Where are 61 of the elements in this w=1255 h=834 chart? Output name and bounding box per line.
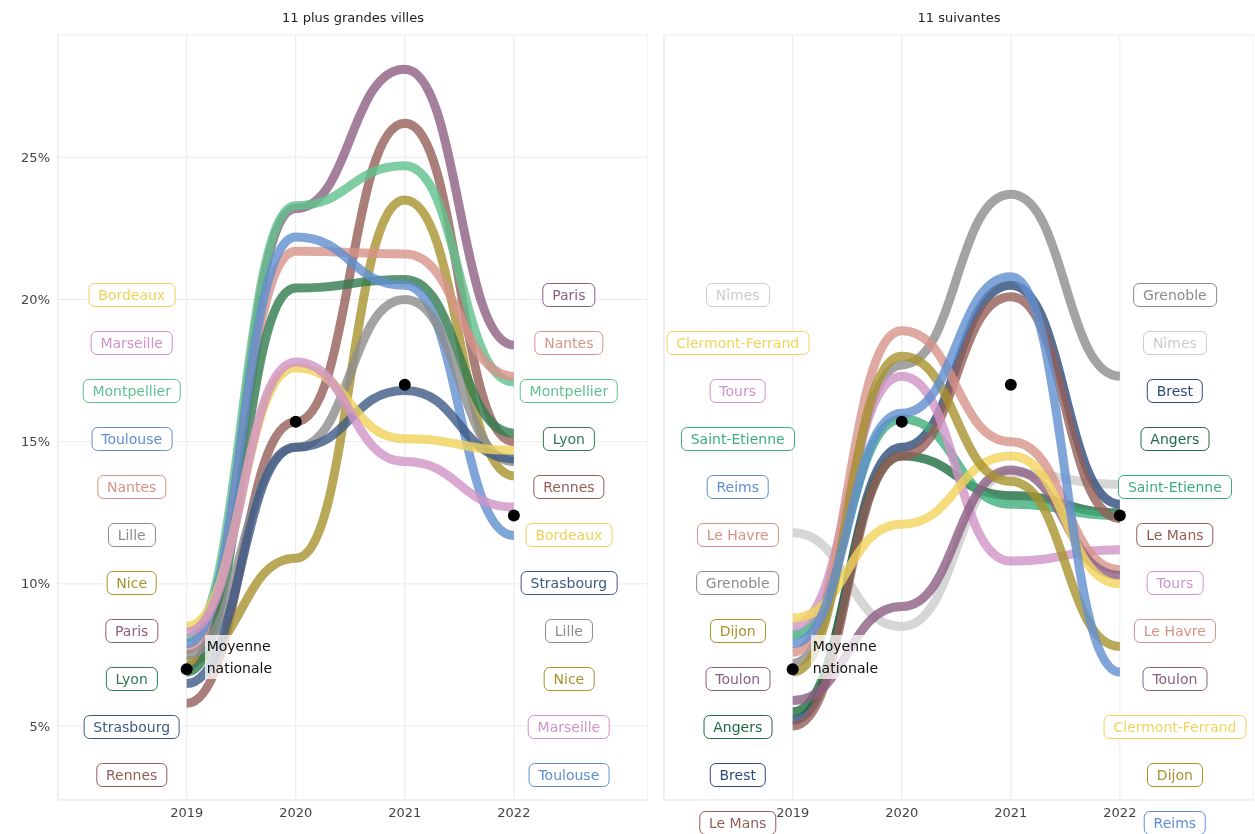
text: Grenoble [1142, 287, 1207, 304]
text: Nantes [534, 331, 604, 356]
text: Montpellier [92, 383, 171, 400]
text: Le Havre [1133, 618, 1216, 643]
text: Rennes [533, 474, 605, 499]
y-tick-label: 15% [21, 434, 50, 450]
text: Tours [1146, 570, 1204, 595]
text: Strasbourg [83, 714, 181, 739]
text: Lille [554, 622, 583, 639]
text: Le Mans [708, 814, 767, 831]
text: Dijon [1156, 766, 1193, 783]
series-label: Le Mans [1136, 522, 1214, 547]
text: Saint-Etienne [690, 430, 785, 447]
text: Marseille [90, 331, 173, 356]
text: Angers [703, 714, 773, 739]
chart-title: 11 plus grandes villes [281, 9, 425, 27]
series-label: Moyenne nationale [810, 635, 895, 680]
y-tick-label: 20% [21, 292, 50, 308]
x-tick-label: 2021 [388, 805, 422, 821]
text: Grenoble [695, 570, 780, 595]
x-tick-label: 2020 [279, 805, 313, 821]
y-tick-label: 5% [29, 718, 50, 734]
text: Bordeaux [525, 522, 613, 547]
text: Tours [719, 383, 757, 400]
text: Lyon [105, 666, 158, 691]
text: Strasbourg [530, 574, 608, 591]
text: Nice [553, 670, 585, 687]
text: Nice [106, 570, 158, 595]
x-tick-label: 2019 [170, 805, 204, 821]
x-tick-label: 2020 [885, 805, 919, 821]
text: Toulon [1152, 670, 1198, 687]
x-tick-label: 2021 [994, 805, 1028, 821]
x-tick-label: 2022 [497, 805, 531, 821]
text: Brest [709, 762, 766, 787]
text: Toulouse [91, 426, 173, 451]
y-tick-label: 10% [21, 576, 50, 592]
text: Paris [105, 618, 159, 643]
x-tick-label: 2019 [776, 805, 810, 821]
text: Brest [1156, 383, 1194, 400]
series-label: Montpellier [519, 379, 619, 404]
text: Bordeaux [98, 287, 166, 304]
text: Clermont-Ferrand [1103, 714, 1247, 739]
y-tick-label: 25% [21, 149, 50, 165]
text: Lyon [552, 430, 585, 447]
text: Toulon [705, 666, 771, 691]
chart-title: 11 suivantes [916, 9, 1002, 27]
text: Clermont-Ferrand [676, 335, 800, 352]
text: Reims [1153, 814, 1197, 831]
text: Dijon [709, 618, 766, 643]
text: Paris [552, 287, 586, 304]
text: Toulouse [538, 766, 600, 783]
text: Le Havre [706, 526, 769, 543]
text: Marseille [537, 718, 601, 735]
series-label: Saint-Etienne [1117, 474, 1232, 499]
series-label: Moyenne nationale [204, 635, 289, 680]
text: Angers [1150, 430, 1200, 447]
text: Reims [706, 474, 769, 499]
x-tick-label: 2022 [1103, 805, 1137, 821]
text: Nantes [107, 478, 157, 495]
text: Lille [107, 522, 156, 547]
text: Rennes [106, 766, 158, 783]
